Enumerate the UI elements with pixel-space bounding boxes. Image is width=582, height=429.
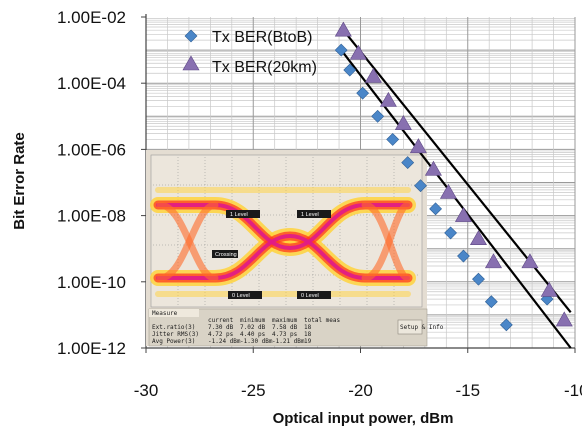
- legend-marker-btob: [184, 29, 198, 43]
- fit-line-btob: [340, 49, 572, 349]
- y-tick-labels: 1.00E-02 1.00E-04 1.00E-06 1.00E-08 1.00E-10…: [57, 8, 146, 358]
- point-20km: [379, 91, 397, 107]
- point-20km: [555, 311, 573, 327]
- x-axis-label: Optical input power, dBm: [273, 410, 454, 427]
- point-btob: [386, 133, 400, 146]
- data-points: [334, 21, 573, 332]
- measure-value: 7.02 dB: [240, 324, 266, 331]
- y-tick-label: 1.00E-06: [57, 140, 126, 159]
- y-tick-label: 1.00E-12: [57, 339, 126, 358]
- measure-value: -1.30 dBm: [240, 338, 273, 345]
- point-btob: [414, 179, 427, 193]
- measure-row-label: Avg Power(3): [152, 338, 195, 345]
- eye-diagram-inset: 1 Level 1 Level Crossing 0 Level 0 Level…: [146, 150, 444, 347]
- point-20km: [439, 183, 457, 199]
- x-tick-label: -30: [134, 381, 159, 400]
- measure-row-label: Ext.ratio(3): [152, 324, 195, 331]
- x-tick-label: -15: [455, 381, 480, 400]
- legend-marker-20km: [182, 55, 200, 71]
- legend: Tx BER(BtoB) Tx BER(20km): [182, 29, 317, 76]
- point-20km: [394, 115, 412, 130]
- y-tick-label: 1.00E-02: [57, 8, 126, 27]
- legend-diamond: [184, 29, 198, 43]
- y-tick-label: 1.00E-08: [57, 207, 126, 226]
- x-tick-label: -25: [241, 381, 266, 400]
- legend-label-btob: Tx BER(BtoB): [212, 29, 312, 46]
- point-20km: [334, 21, 352, 37]
- setup-label: Setup & Info: [400, 324, 444, 331]
- point-20km: [349, 44, 367, 60]
- measure-row-label: Jitter RMS(3): [152, 331, 199, 338]
- point-btob: [444, 226, 458, 240]
- measure-value: -1.21 dBm: [272, 338, 305, 345]
- point-20km: [540, 281, 558, 297]
- measure-column-header: minimum: [240, 317, 266, 324]
- legend-label-20km: Tx BER(20km): [212, 59, 317, 76]
- measure-value: 4.72 ps: [208, 331, 234, 338]
- measure-title: Measure: [152, 310, 178, 317]
- tag-one-level-left: 1 Level: [230, 212, 248, 218]
- x-tick-label: -10: [564, 381, 582, 400]
- measure-column-header: total meas: [304, 317, 341, 324]
- point-20km: [469, 230, 487, 246]
- x-tick-labels: -30 -25 -20 -15 -10: [134, 348, 582, 400]
- point-btob: [472, 272, 485, 286]
- point-btob: [484, 295, 498, 309]
- point-20km: [454, 206, 472, 222]
- point-btob: [401, 156, 415, 169]
- y-tick-label: 1.00E-04: [57, 74, 126, 93]
- point-btob: [499, 318, 513, 332]
- point-btob: [334, 43, 348, 57]
- measure-rows: Ext.ratio(3) 7.30 dB 7.02 dB 7.58 dB 18 Jitte…: [152, 324, 312, 345]
- point-btob: [356, 86, 370, 100]
- tag-zero-level-left: 0 Level: [232, 293, 250, 299]
- point-20km: [409, 138, 427, 154]
- legend-triangle: [182, 55, 200, 71]
- measure-value: 18: [304, 331, 312, 338]
- measure-value: 18: [304, 324, 312, 331]
- measure-value: 4.73 ps: [272, 331, 298, 338]
- point-btob: [457, 249, 470, 263]
- point-btob: [429, 202, 442, 216]
- tag-zero-level-right: 0 Level: [301, 293, 319, 299]
- point-20km: [484, 253, 503, 269]
- x-tick-label: -20: [348, 381, 373, 400]
- measure-column-header: maximum: [272, 317, 298, 324]
- point-20km: [521, 253, 539, 269]
- measure-columns: current minimum maximum total meas: [208, 317, 341, 324]
- point-btob: [371, 109, 385, 123]
- point-20km: [364, 67, 382, 83]
- measure-value: -1.24 dBm: [208, 338, 241, 345]
- measure-column-header: current: [208, 317, 234, 324]
- y-tick-label: 1.00E-10: [57, 273, 126, 292]
- measure-value: 7.58 dB: [272, 324, 298, 331]
- y-axis-label: Bit Error Rate: [11, 132, 28, 230]
- point-20km: [424, 160, 442, 176]
- measure-value: 19: [304, 338, 312, 345]
- tag-one-level-right: 1 Level: [301, 212, 319, 218]
- measure-value: 4.40 ps: [240, 331, 266, 338]
- setup-button: [397, 319, 423, 335]
- point-btob: [343, 63, 357, 77]
- tag-crossing: Crossing: [215, 252, 237, 258]
- measure-value: 7.30 dB: [208, 324, 234, 331]
